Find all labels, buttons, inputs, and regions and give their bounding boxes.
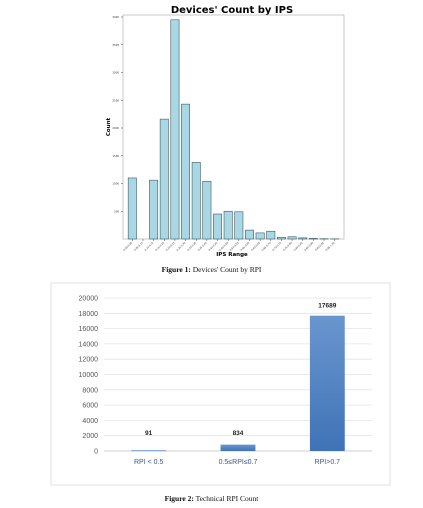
rpi-count-chart: 0 2000 4000 6000 8000 10000 12000 14000 16000 180…: [50, 282, 391, 486]
chart1-y-tick-label: 3500: [112, 43, 119, 47]
chart1-x-tick-label: 0.15-0.20: [155, 241, 166, 252]
chart2-y-tick-label: 18000: [79, 311, 99, 318]
chart2-y-tick-label: 16000: [79, 326, 99, 333]
chart2-x-tick-label: RPI < 0.5: [134, 459, 163, 466]
chart1-title: Devices' Count by IPS: [171, 5, 293, 16]
chart2-data-label: 17689: [318, 303, 336, 310]
chart1-plot-frame: [122, 14, 345, 240]
chart2-x-tick-label: 0.5≤RPI≤0.7: [219, 459, 258, 466]
chart1-y-tick-label: 2500: [112, 98, 119, 102]
chart2-bar: [309, 315, 345, 451]
chart1-x-tick-label: 0.90-0.95: [314, 241, 325, 252]
chart2-y-tick-label: 10000: [79, 372, 99, 379]
chart2-y-tick-label: 2000: [82, 433, 98, 440]
chart1-x-tick-label: 0.65-0.70: [261, 241, 272, 252]
chart2-data-label: 91: [145, 430, 153, 437]
chart1-x-tick-label: 0.50-0.55: [229, 241, 240, 252]
chart1-x-tick-label: 0.60-0.65: [251, 241, 262, 252]
chart1-x-tick-label: 0.10-0.15: [144, 241, 155, 252]
chart1-y-tick-label: 1500: [112, 154, 119, 158]
chart1-x-tick-label: 0.30-0.35: [187, 241, 198, 252]
figure-1-caption: Figure 1: Devices' Count by RPI: [161, 265, 262, 274]
chart2-data-label: 834: [233, 430, 244, 437]
chart2-y-tick-label: 20000: [79, 296, 99, 303]
chart1-x-tick-label: 0.00-0.05: [123, 241, 134, 252]
chart1-y-tick-label: 500: [114, 209, 119, 213]
chart1-x-tick-label: 0.45-0.50: [219, 241, 230, 252]
chart1-x-tick-label: 0.85-0.90: [304, 241, 315, 252]
chart1-y-tick-label: 2000: [112, 126, 119, 130]
chart2-y-tick-label: 12000: [79, 357, 99, 364]
chart1-x-tick-label: 0.70-0.75: [272, 241, 283, 252]
chart2-bar: [131, 450, 167, 452]
figure-2-caption: Figure 2: Technical RPI Count: [164, 494, 259, 503]
chart1-x-tick-label: 0.95-1.00: [325, 241, 336, 252]
chart1-x-tick-label: 0.20-0.25: [165, 241, 176, 252]
ips-count-chart: Devices' Count by IPS 500 1000 1500 2000 250…: [106, 5, 345, 258]
chart2-y-tick-label: 14000: [79, 341, 99, 348]
chart1-x-tick-label: 0.75-0.80: [283, 241, 294, 252]
chart2-x-tick-label: RPI>0.7: [315, 459, 341, 466]
chart2-y-tick-label: 6000: [82, 403, 98, 410]
chart1-x-tick-label: 0.40-0.45: [208, 241, 219, 252]
chart2-y-tick-label: 8000: [82, 387, 98, 394]
chart1-y-tick-label: 3000: [112, 71, 119, 75]
chart1-y-tick-label: 1000: [112, 182, 119, 186]
chart1-x-tick-label: 0.35-0.40: [197, 241, 208, 252]
chart1-x-axis-label: IPS Range: [216, 252, 248, 258]
chart1-x-tick-label: 0.55-0.60: [240, 241, 251, 252]
chart1-x-tick-label: 0.05-0.10: [133, 241, 144, 252]
chart1-y-tick-label: 4000: [112, 15, 119, 19]
chart2-y-tick-label: 4000: [82, 418, 98, 425]
chart1-y-axis-label: Count: [106, 117, 112, 136]
chart2-y-tick-label: 0: [94, 449, 98, 456]
chart1-x-tick-label: 0.80-0.85: [293, 241, 304, 252]
chart1-x-tick-label: 0.25-0.30: [176, 241, 187, 252]
chart2-bar: [220, 444, 256, 451]
